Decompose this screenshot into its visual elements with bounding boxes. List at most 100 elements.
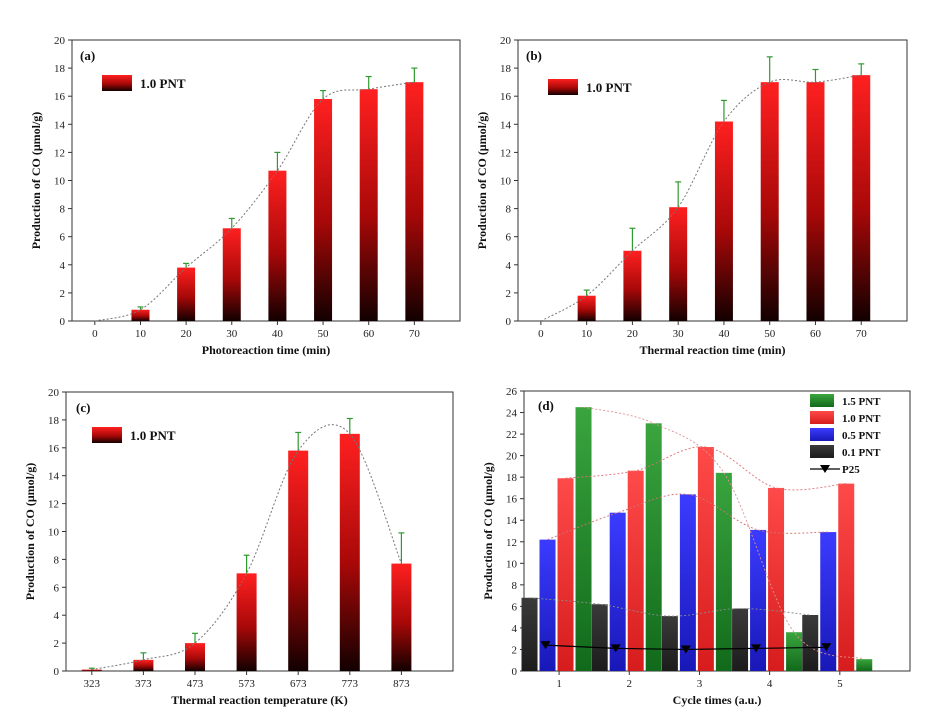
bar [856,659,873,671]
x-tick-label: 40 [718,328,730,340]
y-tick-label: 12 [506,537,517,549]
x-tick-label: 4 [767,678,773,690]
trend-line [547,493,829,541]
legend-label: P25 [842,464,860,476]
x-tick-label: 70 [856,328,868,340]
panel-label: (b) [526,48,542,63]
y-tick-label: 0 [60,316,66,328]
y-tick-label: 0 [512,666,518,678]
y-tick-label: 18 [54,63,66,75]
legend-marker [820,465,830,473]
legend-label: 1.0 PNT [140,76,186,91]
bar [623,250,642,321]
y-tick-label: 4 [54,610,60,622]
x-tick-label: 1 [556,678,562,690]
bar [760,82,779,322]
x-axis-title: Cycle times (a.u.) [673,693,762,707]
bar [314,99,333,321]
trend-line [565,446,847,491]
x-tick-label: 573 [238,678,255,690]
bar [732,608,749,671]
x-tick-label: 20 [627,328,639,340]
bar [852,75,871,321]
bar [627,470,644,671]
bar [557,478,574,671]
bar [577,295,596,321]
y-axis-title: Production of CO (μmol/g) [481,462,495,600]
bar [715,472,732,671]
bar [802,615,819,671]
y-tick-label: 0 [506,316,512,328]
bar [768,487,785,671]
y-tick-label: 26 [506,386,518,398]
bar [669,207,688,321]
x-tick-label: 60 [363,328,375,340]
bar [81,669,102,671]
y-tick-label: 0 [54,666,60,678]
y-tick-label: 8 [60,204,66,216]
y-tick-label: 6 [512,601,518,613]
bar [391,563,412,671]
x-tick-label: 30 [673,328,685,340]
legend-swatch [92,427,122,443]
x-tick-label: 473 [187,678,204,690]
bar [838,483,855,671]
p25-marker [680,645,691,654]
x-tick-label: 10 [135,328,147,340]
legend-label: 0.1 PNT [842,447,881,459]
bar [750,529,767,671]
y-tick-label: 8 [54,554,60,566]
y-tick-label: 12 [500,147,511,159]
trend-line [540,74,862,322]
chart-panel-b: 0 2 4 6 8 10 12 14 16 18 20 0 10 20 30 40 50 60 70 Thermal … [475,35,908,357]
x-tick-label: 30 [226,328,238,340]
p25-marker [751,644,762,653]
legend-swatch [810,411,834,424]
bar [133,659,154,671]
y-tick-label: 16 [500,91,512,103]
y-tick-label: 16 [54,91,66,103]
legend-label: 0.5 PNT [842,430,881,442]
y-axis-title: Production of CO (μmol/g) [29,112,43,250]
y-tick-label: 2 [54,638,60,650]
bar [591,604,608,671]
panel-label: (c) [76,400,90,415]
trend-line [529,597,811,617]
legend-swatch [810,394,834,407]
panel-label: (a) [80,48,95,63]
x-axis-title: Thermal reaction time (min) [639,343,785,357]
y-tick-label: 4 [512,623,518,635]
bar [236,573,257,671]
bar [806,82,825,322]
y-tick-label: 8 [512,580,518,592]
x-tick-label: 70 [409,328,421,340]
bar [177,267,196,321]
bar [521,597,538,671]
legend-label: 1.5 PNT [842,396,881,408]
legend-label: 1.0 PNT [842,413,881,425]
legend-swatch [102,75,132,91]
bar [131,309,150,321]
p25-marker [540,641,551,650]
x-tick-label: 0 [538,328,544,340]
x-tick-label: 10 [581,328,593,340]
x-tick-label: 3 [697,678,703,690]
y-tick-label: 14 [54,119,66,131]
y-tick-label: 14 [506,515,518,527]
y-tick-label: 20 [48,387,60,399]
y-tick-label: 10 [506,558,518,570]
bar [405,82,424,322]
bar [185,643,205,671]
bar [820,532,837,671]
y-tick-label: 2 [60,288,66,300]
y-tick-label: 2 [506,288,512,300]
bar [222,228,241,321]
y-tick-label: 12 [54,147,65,159]
bar [661,616,678,671]
x-axis-title: Photoreaction time (min) [202,343,330,357]
y-tick-label: 18 [500,63,512,75]
x-tick-label: 773 [342,678,359,690]
chart-panel-a: 0 2 4 6 8 10 12 14 16 18 20 0 10 20 30 40 50 60 70 Photorea… [29,35,461,357]
y-tick-label: 4 [506,260,512,272]
bar [645,423,662,671]
